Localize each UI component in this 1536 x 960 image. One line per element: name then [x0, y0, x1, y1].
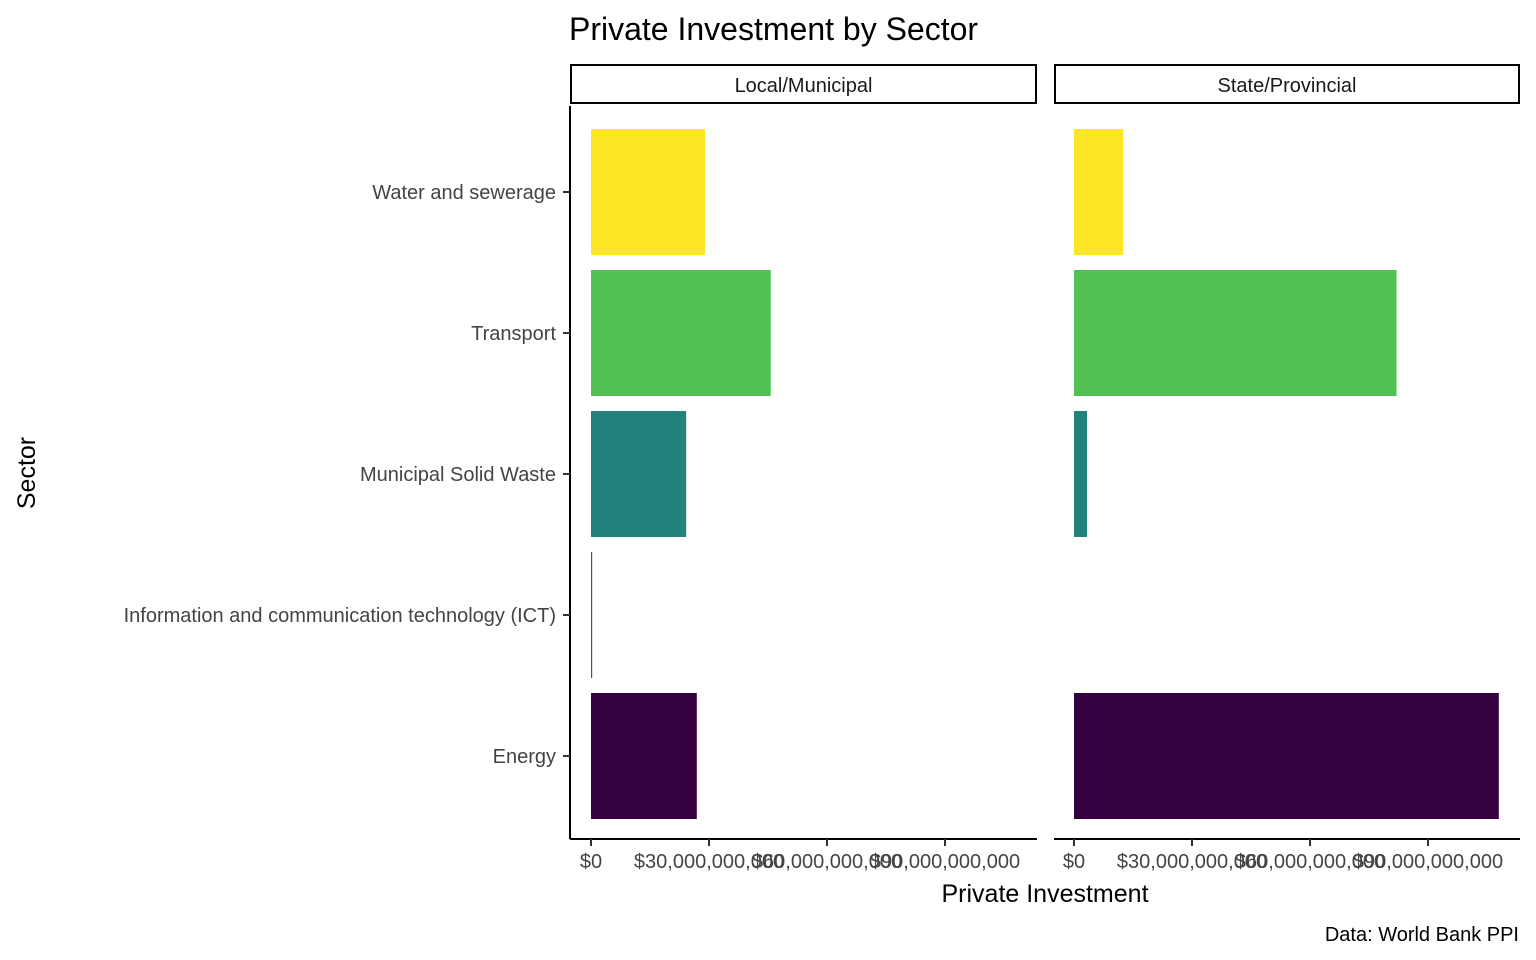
x-tick-label: $90,000,000,000 — [1353, 851, 1503, 873]
facet-strip-label: Local/Municipal — [735, 75, 873, 97]
chart-title: Private Investment by Sector — [569, 11, 978, 47]
y-tick-label: Transport — [471, 323, 556, 345]
x-tick-label: $90,000,000,000 — [870, 851, 1020, 873]
y-tick-label: Information and communication technology… — [124, 605, 556, 627]
bar-1-1 — [1074, 270, 1397, 396]
facet-strip-1 — [1054, 64, 1520, 104]
caption: Data: World Bank PPI — [1325, 924, 1519, 946]
y-tick-label: Energy — [493, 746, 556, 768]
bar-0-0 — [591, 129, 706, 255]
x-tick-label: $0 — [580, 851, 602, 873]
bar-0-1 — [591, 270, 771, 396]
bar-1-2 — [1074, 411, 1087, 537]
bar-0-4 — [591, 693, 697, 819]
bar-0-3 — [591, 552, 593, 678]
y-tick-label: Water and sewerage — [372, 182, 556, 204]
facet-strip-0 — [570, 64, 1037, 104]
x-tick-label: $60,000,000,000 — [1235, 851, 1385, 873]
bar-1-4 — [1074, 693, 1499, 819]
x-axis-title: Private Investment — [941, 880, 1148, 908]
x-tick-label: $30,000,000,000 — [1117, 851, 1267, 873]
bar-0-2 — [591, 411, 687, 537]
bar-1-0 — [1074, 129, 1124, 255]
x-tick-label: $60,000,000,000 — [752, 851, 902, 873]
facet-strip-label: State/Provincial — [1218, 75, 1357, 97]
x-tick-label: $0 — [1063, 851, 1085, 873]
y-tick-label: Municipal Solid Waste — [360, 464, 556, 486]
x-tick-label: $30,000,000,000 — [634, 851, 784, 873]
y-axis-title: Sector — [13, 437, 41, 509]
plot-area: Water and sewerage Transport Municipal Sol… — [124, 64, 1520, 873]
